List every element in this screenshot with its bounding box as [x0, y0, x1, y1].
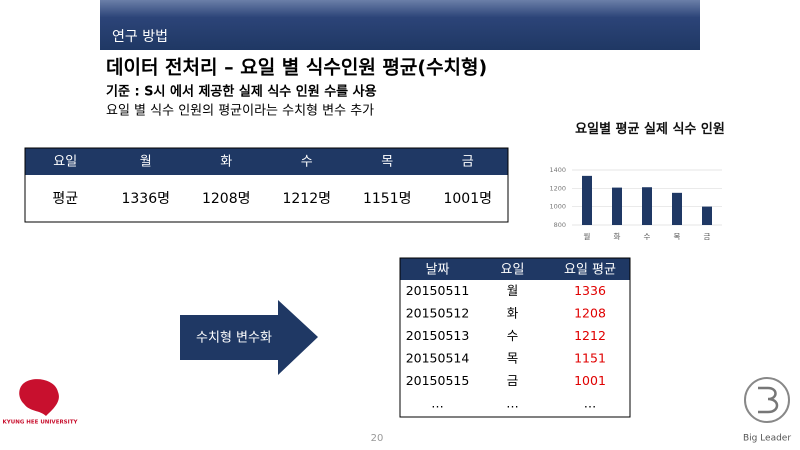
table-cell: 월 — [507, 283, 519, 298]
table-cell: … — [584, 395, 597, 410]
table-cell: 화 — [507, 305, 519, 320]
y-tick-label: 800 — [554, 221, 566, 229]
table-cell: 1212명 — [282, 191, 331, 207]
table-header-cell: 수 — [301, 155, 313, 170]
table-cell: 20150513 — [406, 328, 470, 343]
logo-text: KYUNG HEE UNIVERSITY — [3, 420, 79, 426]
logo-mark — [19, 379, 59, 416]
table-cell: 1212 — [574, 328, 606, 343]
page-number: 20 — [371, 433, 384, 444]
table-header-cell: 날짜 — [426, 263, 450, 278]
table-header-cell: 요일 — [53, 155, 77, 170]
arrow — [180, 300, 318, 375]
table-cell: 1336 — [574, 283, 606, 298]
table-cell: 20150511 — [406, 283, 470, 298]
bullet: 기준 : S시 에서 제공한 실제 식수 인원 수를 사용 — [106, 84, 377, 100]
table-cell: 1151 — [574, 350, 606, 365]
table-cell: … — [506, 395, 519, 410]
table-header-cell: 요일 — [501, 263, 525, 278]
right-logo: Big Leader — [743, 377, 791, 444]
table-cell: 1001 — [574, 373, 606, 388]
table-header-cell: 금 — [462, 155, 474, 170]
table-header-cell: 요일 평균 — [564, 263, 616, 278]
table-cell: 1208 — [574, 305, 606, 320]
table-border — [24, 147, 509, 223]
arrow-label: 수치형 변수화 — [196, 331, 272, 346]
table-cell: 20150512 — [406, 305, 470, 320]
x-tick-label: 화 — [614, 232, 621, 241]
y-tick-label: 1400 — [549, 166, 566, 174]
y-tick-label: 1200 — [549, 184, 566, 192]
table-header-cell: 월 — [140, 155, 152, 170]
table-cell: 목 — [507, 350, 519, 365]
table-cell: 20150514 — [406, 350, 470, 365]
header-bar — [100, 0, 700, 50]
chart-title: 요일별 평균 실제 식수 인원 — [575, 122, 725, 137]
table-cell: 수 — [507, 328, 519, 343]
bullet: 요일 별 식수 인원의 평균이라는 수치형 변수 추가 — [106, 104, 374, 119]
left-logo: KYUNG HEE UNIVERSITY — [3, 379, 79, 426]
table-header-cell: 목 — [381, 155, 393, 170]
table-cell: 금 — [507, 373, 519, 388]
bar — [702, 206, 712, 225]
x-tick-label: 수 — [644, 232, 651, 241]
x-tick-label: 월 — [584, 231, 591, 241]
logo-mark — [744, 377, 790, 423]
x-tick-label: 금 — [704, 232, 711, 241]
y-tick-label: 1000 — [549, 203, 566, 211]
logo-mark — [758, 386, 779, 414]
logo-text: Big Leader — [743, 434, 791, 444]
table-cell: 1151명 — [363, 191, 412, 207]
bar — [582, 175, 592, 225]
section-label: 연구 방법 — [112, 29, 168, 45]
bar — [672, 192, 682, 225]
table-cell: … — [431, 395, 444, 410]
slide-title: 데이터 전처리 – 요일 별 식수인원 평균(수치형) — [106, 57, 487, 79]
table-cell: 1208명 — [202, 191, 251, 207]
table-cell: 20150515 — [406, 373, 470, 388]
x-tick-label: 목 — [674, 232, 681, 241]
bar — [642, 187, 652, 225]
table-cell: 1001명 — [443, 191, 492, 207]
table-cell: 평균 — [52, 191, 78, 207]
table-border — [399, 257, 631, 418]
table-cell: 1336명 — [121, 191, 170, 207]
table-header-cell: 화 — [220, 155, 232, 170]
bar — [612, 187, 622, 225]
table-header-bg — [25, 148, 508, 175]
table-header-bg — [400, 258, 630, 280]
